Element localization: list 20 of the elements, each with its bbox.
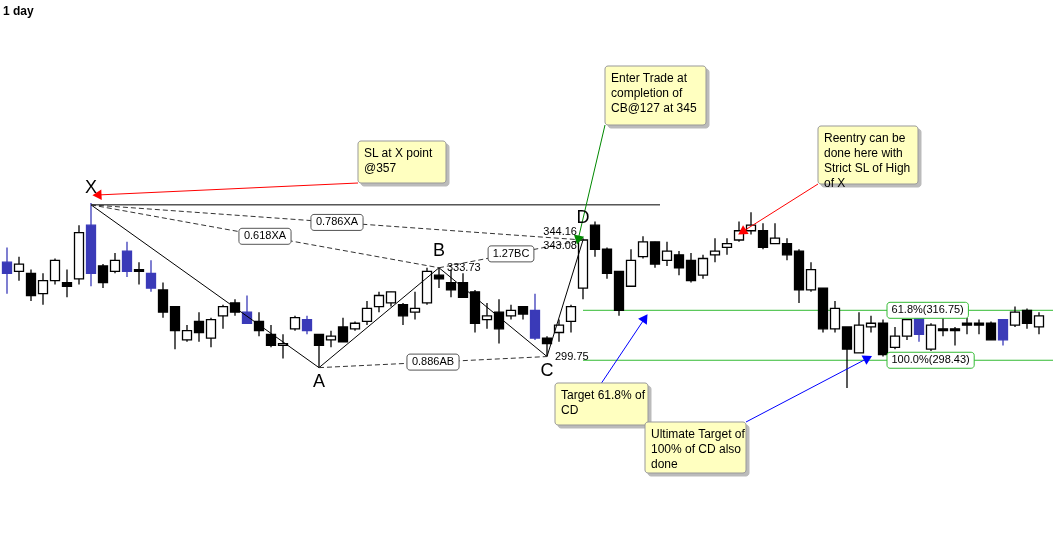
text: X	[84, 176, 98, 197]
text: SL at X point @357	[364, 146, 433, 175]
annotation: Target 61.8% of CD	[561, 388, 646, 417]
annotation: C	[540, 359, 554, 380]
annotation: 0.886AB	[411, 355, 455, 368]
text: Enter Trade at completion of CB@127 at 345	[611, 71, 697, 115]
annotation: 0.786XA	[315, 215, 359, 228]
annotation: 344.16	[543, 225, 577, 237]
annotation: 333.73	[447, 260, 481, 273]
annotation: D	[576, 207, 590, 227]
annotation: 299.75	[555, 349, 589, 362]
annotation: 0.618XA	[243, 229, 287, 242]
text: Reentry can be done here with Strict SL of High of X	[824, 131, 911, 190]
annotation: A	[312, 370, 326, 391]
annotation: 100.0%(298.43)	[891, 353, 970, 366]
annotation: 61.8%(316.75)	[891, 303, 964, 316]
text: Ultimate Target of 100% of CD also done	[651, 427, 746, 471]
annotation: 1.27BC	[492, 246, 530, 259]
annotation: B	[432, 239, 446, 260]
chart-title: 1 day	[3, 4, 35, 18]
